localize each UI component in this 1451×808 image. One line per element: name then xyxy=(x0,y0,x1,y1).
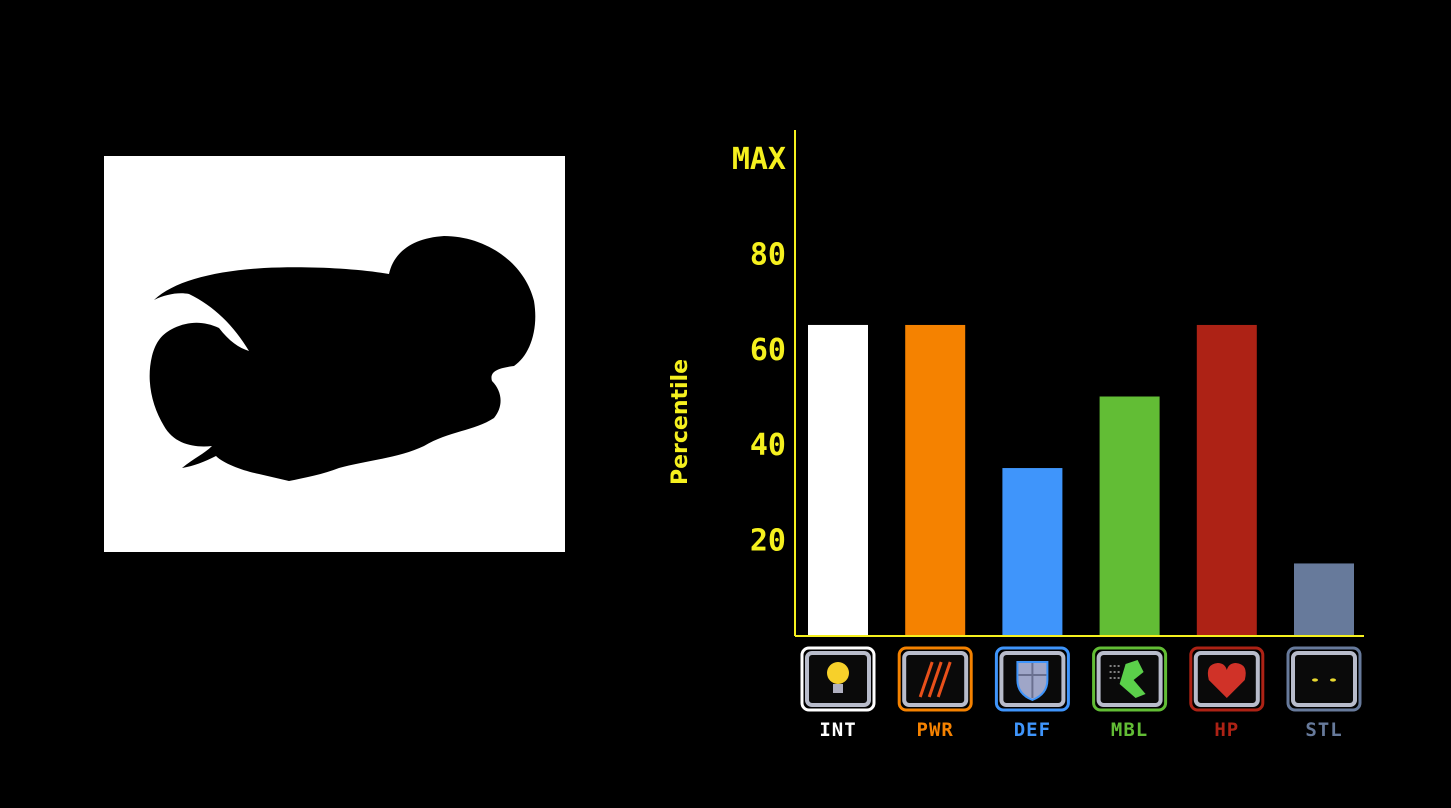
y-tick-label: 20 xyxy=(750,524,786,559)
glowing-eyes-icon xyxy=(1286,646,1362,712)
category-label: HP xyxy=(1214,719,1239,741)
category-label: INT xyxy=(819,719,856,741)
y-tick-label: 60 xyxy=(750,333,786,368)
winged-boot-icon xyxy=(1092,646,1168,712)
bar-mbl xyxy=(1099,396,1160,635)
y-axis-label: Percentile xyxy=(668,359,693,485)
category-label: DEF xyxy=(1014,719,1051,741)
category-label: MBL xyxy=(1111,719,1148,741)
silhouette-graphic xyxy=(149,236,536,481)
bar-hp xyxy=(1196,324,1257,635)
creature-silhouette-image xyxy=(104,156,565,552)
shield-icon xyxy=(994,646,1070,712)
y-tick-label: 80 xyxy=(750,237,786,272)
bar-stl xyxy=(1294,563,1354,635)
category-label: STL xyxy=(1305,719,1342,741)
y-tick-label: 40 xyxy=(750,428,786,463)
category-label: PWR xyxy=(917,719,954,741)
bar-pwr xyxy=(905,324,966,635)
heart-icon xyxy=(1189,646,1265,712)
claw-marks-icon xyxy=(897,646,973,712)
bar-int xyxy=(808,324,868,635)
bar-def xyxy=(1002,468,1063,635)
y-tick-label: MAX xyxy=(732,142,786,177)
lightbulb-icon xyxy=(800,646,876,712)
